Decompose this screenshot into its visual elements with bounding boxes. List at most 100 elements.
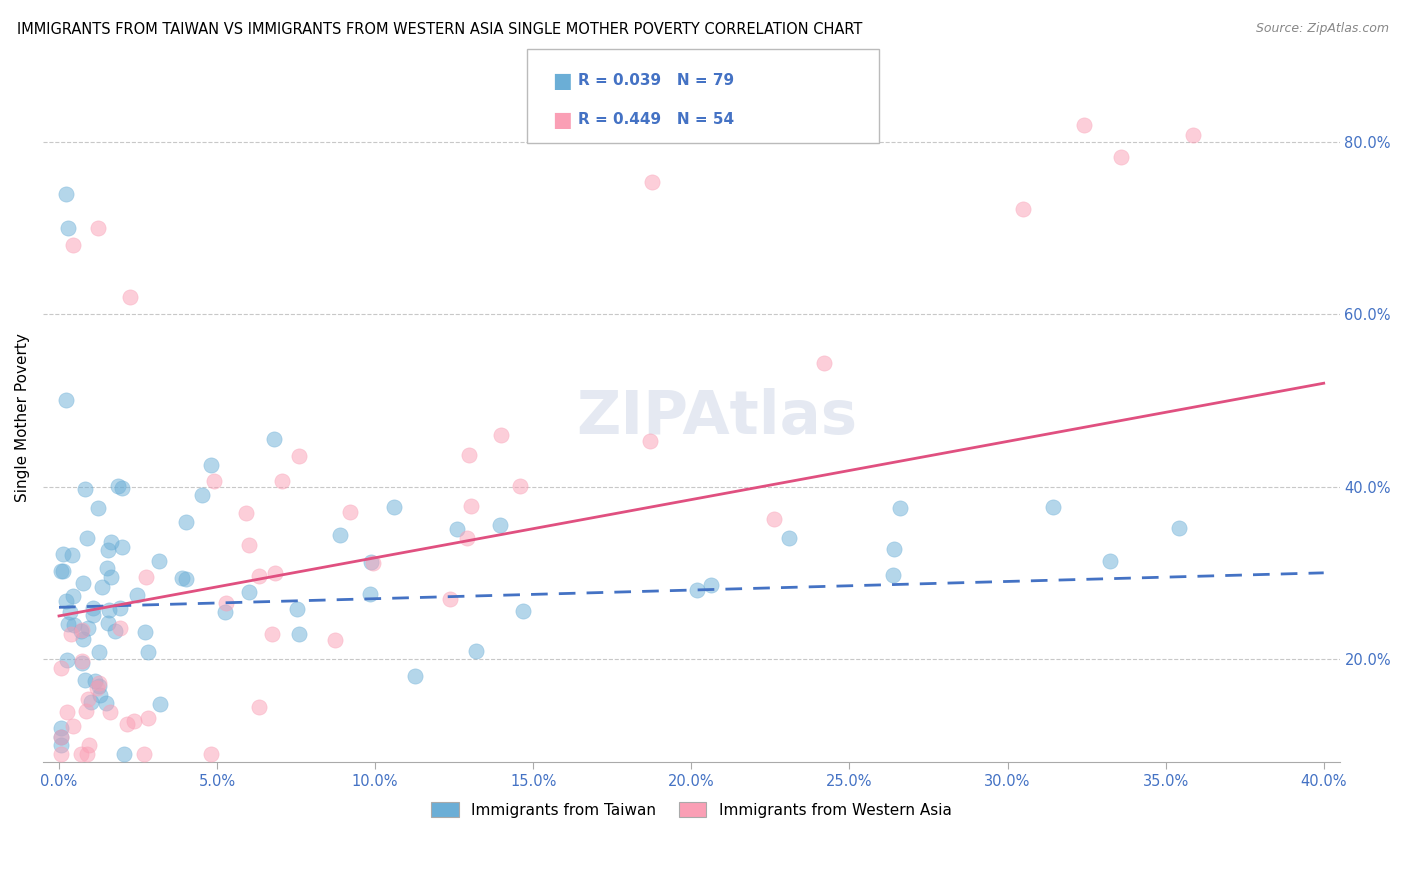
Point xyxy=(108,600,131,615)
Point xyxy=(260,627,283,641)
Point xyxy=(70,654,93,668)
Point xyxy=(323,633,346,648)
Legend: Immigrants from Taiwan, Immigrants from Western Asia: Immigrants from Taiwan, Immigrants from … xyxy=(425,796,957,823)
Point xyxy=(63,617,86,632)
Point xyxy=(87,676,110,690)
Point xyxy=(360,555,382,569)
Point xyxy=(125,588,148,602)
Text: R = 0.449   N = 54: R = 0.449 N = 54 xyxy=(578,112,734,128)
Point xyxy=(62,589,84,603)
Point xyxy=(361,556,384,570)
Point xyxy=(76,621,98,635)
Point xyxy=(96,561,118,575)
Point xyxy=(464,643,486,657)
Point xyxy=(404,669,426,683)
Point xyxy=(458,449,481,463)
Point xyxy=(762,512,785,526)
Point xyxy=(98,705,121,719)
Point xyxy=(89,688,111,702)
Point xyxy=(49,661,72,675)
Point xyxy=(55,393,77,408)
Point xyxy=(82,601,104,615)
Point xyxy=(97,603,120,617)
Point xyxy=(359,587,381,601)
Point xyxy=(264,566,287,581)
Point xyxy=(491,428,513,442)
Point xyxy=(59,605,82,619)
Point xyxy=(62,238,84,252)
Point xyxy=(271,474,294,488)
Point xyxy=(77,692,100,706)
Point xyxy=(214,605,236,619)
Point xyxy=(288,627,311,641)
Point xyxy=(172,571,194,585)
Point xyxy=(52,547,75,561)
Point xyxy=(70,624,93,638)
Point xyxy=(73,482,96,496)
Point xyxy=(49,738,72,752)
Text: ■: ■ xyxy=(553,110,572,129)
Point xyxy=(107,479,129,493)
Point xyxy=(55,705,77,719)
Point xyxy=(76,747,98,761)
Point xyxy=(686,582,709,597)
Point xyxy=(263,432,285,446)
Point xyxy=(247,699,270,714)
Point xyxy=(62,719,84,733)
Point xyxy=(82,608,104,623)
Point xyxy=(100,570,122,584)
Point xyxy=(55,186,77,201)
Point xyxy=(238,538,260,552)
Point xyxy=(512,603,534,617)
Point xyxy=(111,540,134,554)
Y-axis label: Single Mother Poverty: Single Mother Poverty xyxy=(15,334,30,502)
Point xyxy=(235,506,257,520)
Point xyxy=(76,531,98,545)
Point xyxy=(200,458,222,472)
Point xyxy=(778,531,800,545)
Point xyxy=(58,617,80,632)
Point xyxy=(215,596,238,610)
Point xyxy=(56,221,79,235)
Point xyxy=(460,499,482,513)
Point xyxy=(49,730,72,744)
Point xyxy=(72,656,94,670)
Point xyxy=(83,674,105,689)
Point xyxy=(49,747,72,761)
Point xyxy=(488,517,510,532)
Point xyxy=(72,632,94,646)
Point xyxy=(49,730,72,744)
Point xyxy=(118,290,141,304)
Point xyxy=(1073,118,1095,132)
Point xyxy=(384,500,406,515)
Point xyxy=(75,704,97,718)
Text: IMMIGRANTS FROM TAIWAN VS IMMIGRANTS FROM WESTERN ASIA SINGLE MOTHER POVERTY COR: IMMIGRANTS FROM TAIWAN VS IMMIGRANTS FRO… xyxy=(17,22,862,37)
Point xyxy=(136,711,159,725)
Point xyxy=(509,478,531,492)
Point xyxy=(882,568,904,582)
Point xyxy=(1042,500,1064,514)
Point xyxy=(97,616,120,631)
Point xyxy=(60,627,83,641)
Point xyxy=(80,695,103,709)
Point xyxy=(136,645,159,659)
Point xyxy=(700,578,723,592)
Point xyxy=(1098,554,1121,568)
Point xyxy=(329,528,352,542)
Point xyxy=(238,584,260,599)
Point xyxy=(49,565,72,579)
Point xyxy=(49,721,72,735)
Point xyxy=(89,679,111,693)
Point xyxy=(135,570,157,584)
Point xyxy=(1168,521,1191,535)
Point xyxy=(97,543,120,558)
Point xyxy=(89,645,111,659)
Point xyxy=(1181,128,1204,143)
Point xyxy=(247,568,270,582)
Point xyxy=(70,747,93,761)
Point xyxy=(122,714,145,728)
Point xyxy=(287,450,309,464)
Point xyxy=(149,697,172,711)
Point xyxy=(94,696,117,710)
Point xyxy=(640,175,662,189)
